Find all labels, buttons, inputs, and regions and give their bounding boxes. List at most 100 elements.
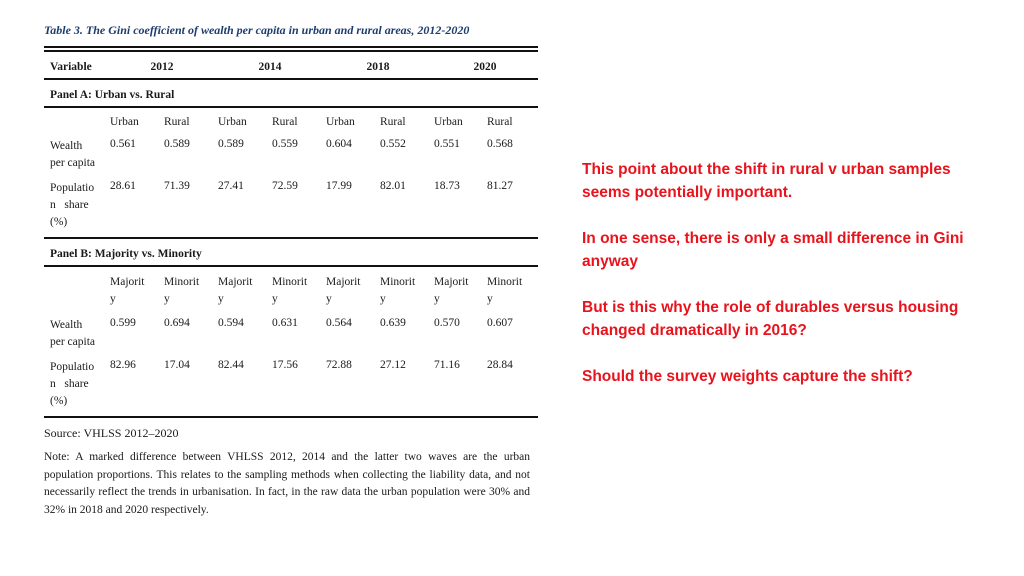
- subheader-line: y: [380, 293, 386, 305]
- table-cell: 0.568: [487, 138, 513, 150]
- subheader: Majorit y: [324, 271, 378, 311]
- row-label-line: n share: [50, 199, 89, 211]
- subheader: Majorit y: [216, 271, 270, 311]
- table-cell: 0.589: [218, 138, 244, 150]
- row-label-line: Populatio: [50, 182, 95, 194]
- table-cell: 0.559: [272, 138, 298, 150]
- table-cell: 0.604: [326, 138, 352, 150]
- table-cell: 72.88: [326, 359, 352, 371]
- table-cell: 82.44: [218, 359, 244, 371]
- subheader-line: Minorit: [487, 276, 523, 288]
- annotation-comments: This point about the shift in rural v ur…: [582, 158, 982, 411]
- gini-table: Variable 2012 2014 2018 2020 Panel A: Ur…: [44, 52, 538, 420]
- row-label-line: n share: [50, 378, 89, 390]
- comment-text: Should the survey weights capture the sh…: [582, 368, 913, 385]
- table-cell: 72.59: [272, 180, 298, 192]
- header-year-2018: 2018: [366, 61, 390, 73]
- table-caption: Table 3. The Gini coefficient of wealth …: [44, 23, 470, 37]
- header-year-2020: 2020: [473, 61, 497, 73]
- table-figure: Table 3. The Gini coefficient of wealth …: [44, 22, 538, 519]
- subheader-line: y: [272, 293, 278, 305]
- subheader: Rural: [272, 116, 298, 128]
- panel-a-subheader-row: Urban Rural Urban Rural Urban Rural Urba…: [44, 112, 538, 132]
- subheader-line: y: [434, 293, 440, 305]
- table-cell: 0.589: [164, 138, 190, 150]
- table-row: Wealth per capita 0.599 0.694 0.594 0.63…: [44, 311, 538, 359]
- row-label-line: (%): [50, 395, 68, 407]
- table-cell: 0.561: [110, 138, 136, 150]
- table-cell: 0.639: [380, 317, 406, 329]
- subheader-line: y: [164, 293, 170, 305]
- table-cell: 0.564: [326, 317, 352, 329]
- row-label: Wealth per capita: [44, 132, 108, 180]
- row-label: Wealth per capita: [44, 311, 108, 359]
- row-label-line: (%): [50, 216, 68, 228]
- table-cell: 28.61: [110, 180, 136, 192]
- table-cell: 0.551: [434, 138, 460, 150]
- subheader: Urban: [326, 116, 355, 128]
- table-source: Source: VHLSS 2012–2020: [44, 426, 179, 440]
- subheader-line: Majorit: [110, 276, 145, 288]
- comment-text: In one sense, there is only a small diff…: [582, 230, 964, 270]
- subheader: Minorit y: [270, 271, 324, 311]
- table-cell: 28.84: [487, 359, 513, 371]
- subheader-line: y: [218, 293, 224, 305]
- table-cell: 71.39: [164, 180, 190, 192]
- subheader: Urban: [110, 116, 139, 128]
- header-year-2014: 2014: [258, 61, 282, 73]
- panel-b-title: Panel B: Majority vs. Minority: [50, 247, 202, 260]
- table-cell: 0.631: [272, 317, 298, 329]
- subheader: Rural: [487, 116, 513, 128]
- row-label-line: Wealth: [50, 319, 83, 331]
- row-label-line: Wealth: [50, 140, 83, 152]
- subheader-line: y: [110, 293, 116, 305]
- table-cell: 27.12: [380, 359, 406, 371]
- table-cell: 0.570: [434, 317, 460, 329]
- panel-a-title-row: Panel A: Urban vs. Rural: [44, 84, 538, 107]
- comment-text: But is this why the role of durables ver…: [582, 299, 959, 339]
- subheader-line: Minorit: [380, 276, 416, 288]
- subheader: Urban: [218, 116, 247, 128]
- table-cell: 0.599: [110, 317, 136, 329]
- table-cell: 17.56: [272, 359, 298, 371]
- table-cell: 82.01: [380, 180, 406, 192]
- subheader: Urban: [434, 116, 463, 128]
- table-cell: 17.99: [326, 180, 352, 192]
- table-cell: 82.96: [110, 359, 136, 371]
- subheader-line: y: [326, 293, 332, 305]
- subheader-line: Minorit: [272, 276, 308, 288]
- top-double-rule: [44, 46, 538, 52]
- subheader: Rural: [380, 116, 406, 128]
- table-cell: 18.73: [434, 180, 460, 192]
- subheader-line: y: [487, 293, 493, 305]
- header-year-2012: 2012: [150, 61, 174, 73]
- subheader-line: Majorit: [434, 276, 469, 288]
- subheader-line: Majorit: [326, 276, 361, 288]
- subheader: Majorit y: [432, 271, 485, 311]
- table-cell: 17.04: [164, 359, 190, 371]
- subheader: Majorit y: [108, 271, 162, 311]
- row-label-line: Populatio: [50, 361, 95, 373]
- subheader: Rural: [164, 116, 190, 128]
- row-label-line: per capita: [50, 157, 96, 169]
- subheader: Minorit y: [162, 271, 216, 311]
- row-label: Populatio n share (%): [44, 180, 108, 238]
- row-label-line: per capita: [50, 336, 96, 348]
- table-cell: 0.694: [164, 317, 190, 329]
- subheader-line: Minorit: [164, 276, 200, 288]
- table-cell: 0.607: [487, 317, 513, 329]
- subheader: Minorit y: [485, 271, 538, 311]
- table-row: Wealth per capita 0.561 0.589 0.589 0.55…: [44, 132, 538, 180]
- table-note: Note: A marked difference between VHLSS …: [44, 451, 530, 516]
- table-cell: 81.27: [487, 180, 513, 192]
- panel-b-title-row: Panel B: Majority vs. Minority: [44, 243, 538, 266]
- table-row: Populatio n share (%) 82.96 17.04 82.44 …: [44, 359, 538, 417]
- table-cell: 0.594: [218, 317, 244, 329]
- table-cell: 0.552: [380, 138, 406, 150]
- row-label: Populatio n share (%): [44, 359, 108, 417]
- panel-a-title: Panel A: Urban vs. Rural: [50, 88, 175, 101]
- subheader-line: Majorit: [218, 276, 253, 288]
- table-row: Populatio n share (%) 28.61 71.39 27.41 …: [44, 180, 538, 238]
- header-row: Variable 2012 2014 2018 2020: [44, 52, 538, 79]
- subheader: Minorit y: [378, 271, 432, 311]
